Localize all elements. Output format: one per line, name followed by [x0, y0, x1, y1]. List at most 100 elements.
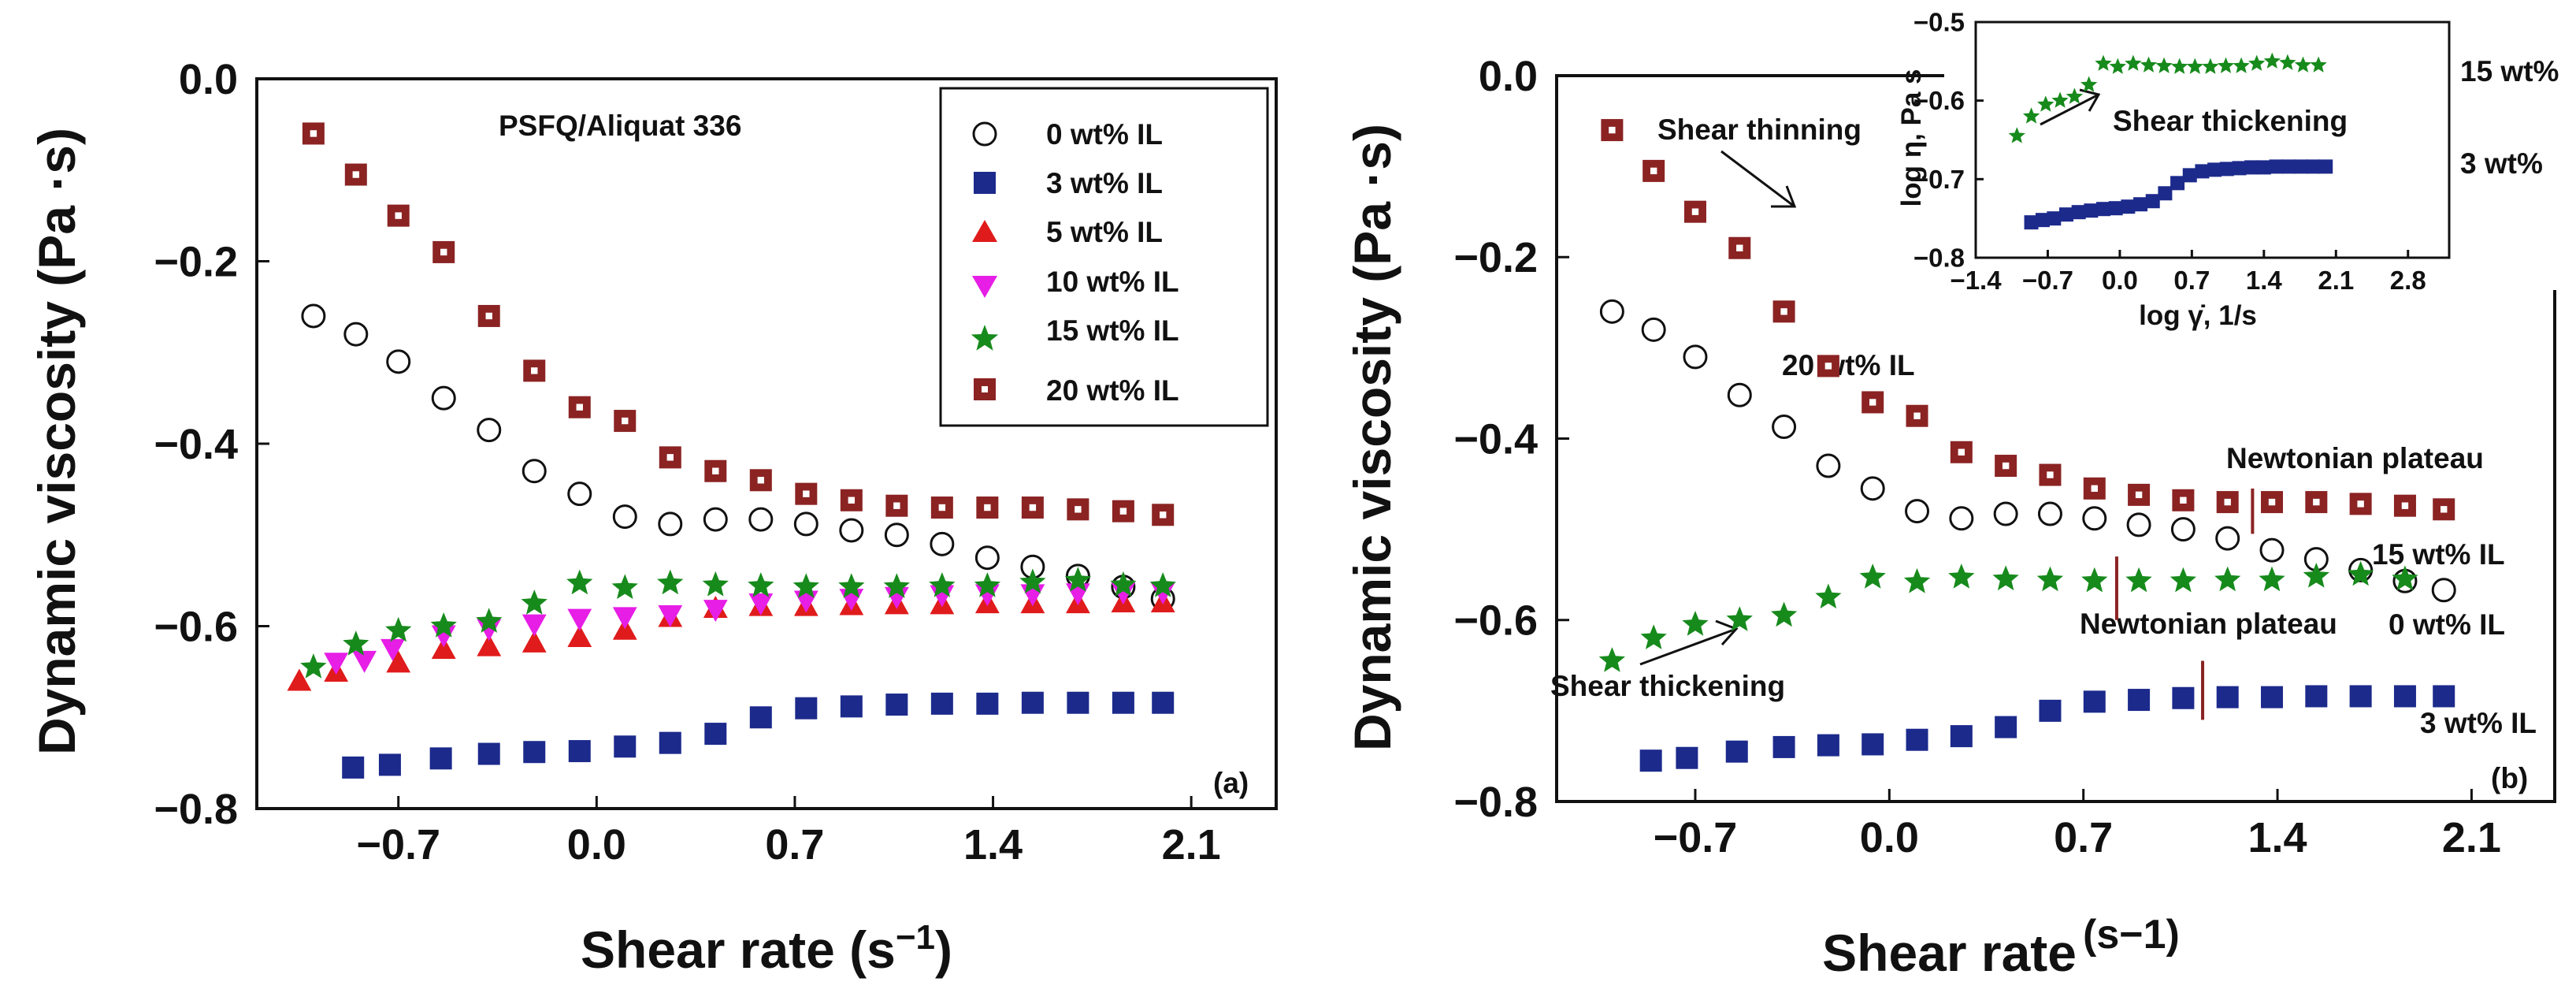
- x-axis-label-a: Shear rate (s−1): [581, 918, 952, 980]
- inset-xtick-label: 1.4: [2246, 266, 2283, 295]
- panel-a-point-20wtil: [387, 204, 410, 227]
- annotation-0wt: 0 wt% IL: [2389, 608, 2505, 641]
- panel-a-xtick-label: 2.1: [1162, 821, 1221, 868]
- inset-point-3wt: [2096, 202, 2111, 217]
- legend-label-5wt: 5 wt% IL: [1046, 216, 1163, 248]
- panel-b-point-20wtil-dot: [1609, 126, 1616, 134]
- panel-b-point-20wtil: [1601, 119, 1624, 142]
- panel-b-point-15wtil: [2125, 567, 2152, 593]
- panel-a-point-0wtil: [301, 303, 326, 329]
- panel-b-point-20wtil: [2433, 498, 2455, 521]
- panel-b-point-0wtil: [2259, 537, 2285, 563]
- panel-b-point-20wtil-dot: [1958, 448, 1965, 456]
- inset-point-3wt: [2035, 213, 2050, 228]
- panel-b-point-20wtil: [1995, 455, 2017, 478]
- panel-a-point-10wtil: [1111, 582, 1136, 605]
- panel-a-point-15wtil: [521, 589, 547, 615]
- legend-label-15wt: 15 wt% IL: [1046, 314, 1179, 347]
- panel-a-series-20wtil: [302, 122, 1175, 526]
- annotation-shear-thickening: Shear thickening: [1550, 670, 1785, 702]
- panel-b-point-0wtil: [2431, 578, 2456, 603]
- panel-a-point-0wtil: [612, 504, 637, 530]
- panel-a-point-10wtil: [477, 619, 502, 642]
- panel-a-point-20wtil: [1021, 496, 1044, 519]
- panel-b-point-20wtil-dot: [2224, 498, 2231, 506]
- panel-a-point-3wtil: [429, 747, 452, 770]
- panel-a-point-5wtil: [287, 668, 312, 691]
- panel-a-point-15wtil: [657, 569, 684, 595]
- inset-point-15wt: [2066, 87, 2084, 104]
- panel-a: Dynamic viscosity (Pa ·s) Shear rate (s−…: [28, 77, 1278, 980]
- panel-a-point-10wtil: [1150, 582, 1175, 605]
- panel-a-point-3wtil: [885, 694, 908, 716]
- panel-a-point-3wtil: [614, 735, 637, 758]
- panel-b-point-15wtil: [1726, 606, 1753, 631]
- panel-a-point-20wtil-dot: [848, 496, 856, 504]
- inset-point-3wt: [2207, 162, 2222, 177]
- inset-point-15wt: [2217, 57, 2235, 73]
- inset-xtick-label: 0.7: [2173, 266, 2210, 295]
- panel-b-point-20wtil: [2128, 483, 2151, 506]
- inset-point-3wt: [2182, 168, 2197, 183]
- inset-x-label: log γ̇, 1/s: [2139, 300, 2257, 331]
- panel-a-point-20wtil: [659, 446, 681, 469]
- legend-label-10wt: 10 wt% IL: [1046, 266, 1179, 298]
- panel-b-point-0wtil: [2037, 501, 2062, 526]
- legend-label-3wt: 3 wt% IL: [1046, 167, 1163, 199]
- panel-b-point-20wtil: [2261, 491, 2284, 514]
- panel-b-point-20wtil: [2039, 463, 2062, 486]
- panel-a-point-0wtil: [477, 418, 502, 443]
- panel-a-point-3wtil: [795, 697, 818, 720]
- panel-a-point-20wtil: [432, 240, 455, 263]
- panel-a-point-20wtil-dot: [352, 171, 360, 178]
- panel-b-xtick-label: 0.7: [2054, 814, 2113, 861]
- panel-b-point-15wtil: [1771, 601, 1798, 627]
- panel-a-point-20wtil: [523, 359, 546, 382]
- panel-b-point-3wtil: [2349, 685, 2372, 708]
- panel-a-ytick-label: −0.4: [154, 421, 238, 468]
- panel-b-point-15wtil: [2392, 565, 2418, 591]
- panel-b-ytick-label: −0.8: [1453, 779, 1538, 826]
- panel-a-point-20wtil-dot: [893, 502, 900, 509]
- arrow-shear-thinning: [1720, 150, 1795, 208]
- panel-b-xtick-label: −0.7: [1654, 814, 1738, 861]
- panel-b-point-20wtil-dot: [2180, 496, 2187, 504]
- panel-b-point-20wtil: [1906, 404, 1928, 427]
- panel-a-point-3wtil: [930, 692, 953, 715]
- legend-marker-0wt: [972, 121, 997, 147]
- panel-a-point-0wtil: [748, 507, 774, 532]
- panel-a-point-20wtil: [344, 163, 367, 186]
- panel-b-point-20wtil: [2172, 489, 2195, 511]
- panel-a-point-15wtil: [838, 573, 865, 598]
- inset-point-3wt: [2024, 215, 2039, 230]
- panel-a-point-10wtil: [352, 650, 377, 673]
- panel-b-point-15wtil: [2036, 566, 2064, 592]
- panel-b-point-20wtil-dot: [1913, 412, 1921, 419]
- inset-point-15wt: [2109, 58, 2126, 74]
- panel-b-point-3wtil: [1906, 728, 1928, 751]
- legend-label-20wt: 20 wt% IL: [1046, 374, 1179, 407]
- panel-a-point-5wtil: [567, 624, 592, 647]
- panel-a-point-20wtil-dot: [666, 454, 674, 461]
- panel-a-point-3wtil: [477, 742, 500, 765]
- annotation-newtonian-1: Newtonian plateau: [2226, 442, 2484, 474]
- inset-point-15wt: [2202, 58, 2219, 74]
- panel-a-point-15wtil: [476, 608, 503, 633]
- inset-point-3wt: [2058, 207, 2073, 222]
- panel-a-point-20wtil-dot: [803, 490, 810, 497]
- panel-b-point-0wtil: [2170, 517, 2196, 542]
- legend-marker-10wt: [972, 276, 997, 298]
- panel-b-point-15wtil: [1903, 567, 1931, 593]
- inset-point-3wt: [2121, 199, 2136, 214]
- inset-plot-area: [1974, 20, 2451, 259]
- panel-a-point-0wtil: [793, 511, 818, 537]
- panel-b-point-20wtil-dot: [2313, 498, 2320, 506]
- inset-point-15wt: [2310, 56, 2327, 73]
- annotation-shear-thinning: Shear thinning: [1657, 113, 1861, 146]
- panel-a-point-15wtil: [702, 571, 729, 597]
- panel-a-point-0wtil: [658, 511, 683, 537]
- panel-b-point-20wtil: [2305, 491, 2328, 514]
- legend-entry-5wt: 5 wt% IL: [972, 216, 1163, 248]
- inset-xtick-label: −0.7: [2022, 266, 2073, 295]
- panel-a-point-5wtil: [431, 637, 456, 660]
